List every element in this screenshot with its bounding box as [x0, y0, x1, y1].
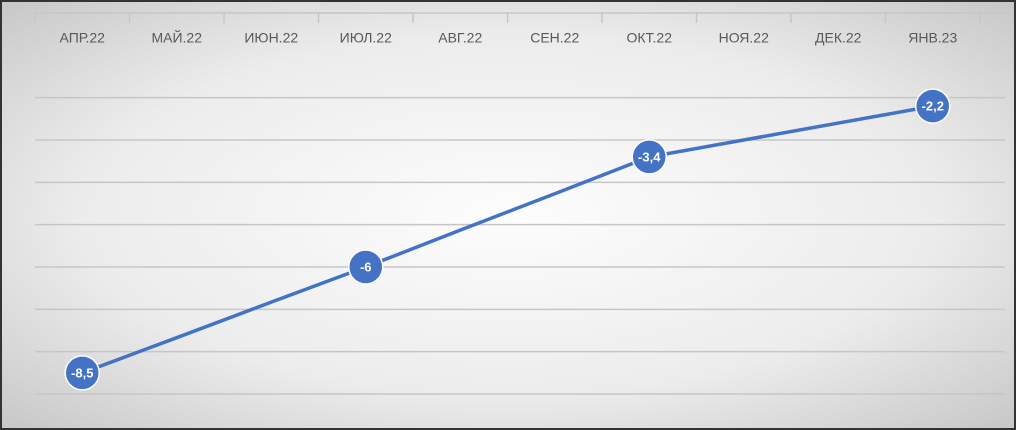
x-tick-label: ОКТ.22	[626, 30, 672, 46]
data-label: -6	[360, 259, 372, 274]
series-line	[81, 104, 934, 375]
data-marker	[348, 249, 384, 285]
x-tick-label: ИЮН.22	[244, 30, 298, 46]
data-marker	[915, 88, 951, 124]
x-tick-label: МАЙ.22	[151, 29, 202, 46]
x-tick-label: АВГ.22	[438, 30, 482, 46]
data-label: -8,5	[71, 365, 93, 380]
x-tick-label: НОЯ.22	[719, 30, 769, 46]
x-tick-label: ЯНВ.23	[908, 30, 957, 46]
data-label: -3,4	[638, 149, 661, 164]
data-marker	[631, 139, 667, 175]
data-marker	[64, 355, 100, 391]
x-tick-label: ИЮЛ.22	[340, 30, 392, 46]
x-tick-label: ДЕК.22	[815, 30, 862, 46]
data-label: -2,2	[922, 99, 944, 114]
x-tick-label: АПР.22	[60, 30, 106, 46]
x-tick-label: СЕН.22	[530, 30, 579, 46]
